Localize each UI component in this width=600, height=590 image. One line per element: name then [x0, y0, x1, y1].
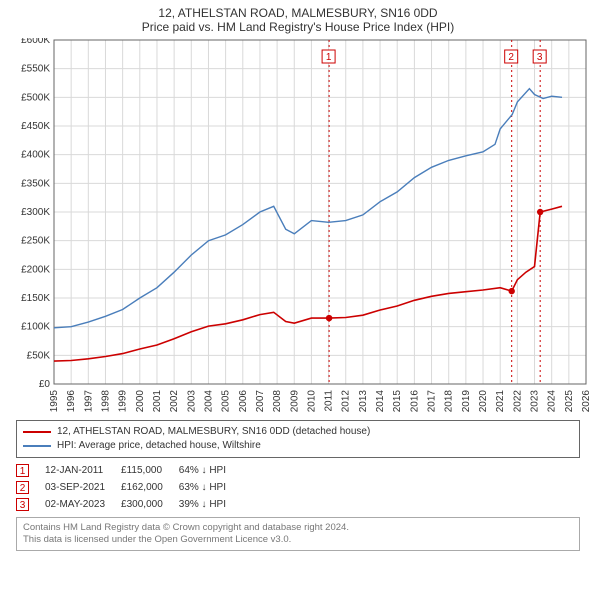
sales-delta-1: 64% ↓ HPI — [179, 462, 242, 479]
sales-marker-2: 2 — [16, 481, 29, 494]
svg-text:2024: 2024 — [547, 390, 558, 413]
footer-line-1: Contains HM Land Registry data © Crown c… — [23, 522, 573, 534]
svg-text:2013: 2013 — [358, 390, 369, 413]
svg-text:2018: 2018 — [444, 390, 455, 413]
svg-text:£250K: £250K — [21, 236, 50, 247]
sales-delta-2: 63% ↓ HPI — [179, 479, 242, 496]
svg-text:£350K: £350K — [21, 178, 50, 189]
svg-text:£200K: £200K — [21, 264, 50, 275]
sales-marker-1: 1 — [16, 464, 29, 477]
legend-label-property: 12, ATHELSTAN ROAD, MALMESBURY, SN16 0DD… — [57, 425, 370, 439]
svg-text:2026: 2026 — [581, 390, 592, 413]
svg-text:1: 1 — [326, 52, 332, 63]
svg-text:2012: 2012 — [341, 390, 352, 413]
sales-table: 1 12-JAN-2011 £115,000 64% ↓ HPI 2 03-SE… — [16, 462, 580, 513]
svg-text:£500K: £500K — [21, 92, 50, 103]
svg-text:2016: 2016 — [409, 390, 420, 413]
svg-text:1999: 1999 — [118, 390, 129, 413]
legend-row-property: 12, ATHELSTAN ROAD, MALMESBURY, SN16 0DD… — [23, 425, 573, 439]
svg-text:£550K: £550K — [21, 64, 50, 75]
svg-text:2019: 2019 — [461, 390, 472, 413]
svg-text:2025: 2025 — [564, 390, 575, 413]
svg-text:2011: 2011 — [324, 390, 335, 412]
chart-subtitle: Price paid vs. HM Land Registry's House … — [4, 20, 592, 34]
sales-date-3: 02-MAY-2023 — [45, 496, 121, 513]
svg-text:3: 3 — [537, 52, 543, 63]
svg-text:2001: 2001 — [152, 390, 163, 413]
sales-price-1: £115,000 — [121, 462, 179, 479]
svg-text:£100K: £100K — [21, 322, 50, 333]
svg-text:1995: 1995 — [49, 390, 60, 413]
chart-title-address: 12, ATHELSTAN ROAD, MALMESBURY, SN16 0DD — [4, 6, 592, 20]
svg-text:2009: 2009 — [289, 390, 300, 413]
sales-marker-3: 3 — [16, 498, 29, 511]
svg-text:£600K: £600K — [21, 38, 50, 46]
svg-text:2017: 2017 — [427, 390, 438, 413]
svg-text:1996: 1996 — [66, 390, 77, 413]
sales-date-2: 03-SEP-2021 — [45, 479, 121, 496]
svg-text:2023: 2023 — [530, 390, 541, 413]
sales-row-3: 3 02-MAY-2023 £300,000 39% ↓ HPI — [16, 496, 242, 513]
svg-text:£0: £0 — [39, 379, 51, 390]
svg-text:£150K: £150K — [21, 293, 50, 304]
svg-text:£400K: £400K — [21, 150, 50, 161]
svg-text:2007: 2007 — [255, 390, 266, 413]
sales-delta-3: 39% ↓ HPI — [179, 496, 242, 513]
svg-text:£50K: £50K — [27, 350, 51, 361]
sales-date-1: 12-JAN-2011 — [45, 462, 121, 479]
svg-text:£450K: £450K — [21, 121, 50, 132]
svg-text:2008: 2008 — [272, 390, 283, 413]
legend-swatch-hpi — [23, 445, 51, 447]
svg-text:2022: 2022 — [512, 390, 523, 413]
sales-price-3: £300,000 — [121, 496, 179, 513]
sales-row-2: 2 03-SEP-2021 £162,000 63% ↓ HPI — [16, 479, 242, 496]
svg-text:2005: 2005 — [221, 390, 232, 413]
legend-swatch-property — [23, 431, 51, 433]
legend-label-hpi: HPI: Average price, detached house, Wilt… — [57, 439, 261, 453]
svg-text:2014: 2014 — [375, 390, 386, 413]
footer-line-2: This data is licensed under the Open Gov… — [23, 534, 573, 546]
svg-text:2006: 2006 — [238, 390, 249, 413]
svg-text:2000: 2000 — [135, 390, 146, 413]
svg-text:2002: 2002 — [169, 390, 180, 413]
svg-text:1997: 1997 — [83, 390, 94, 413]
svg-text:2010: 2010 — [306, 390, 317, 413]
legend-row-hpi: HPI: Average price, detached house, Wilt… — [23, 439, 573, 453]
series-legend: 12, ATHELSTAN ROAD, MALMESBURY, SN16 0DD… — [16, 420, 580, 458]
plot-svg: £0 £50K £100K £150K £200K £250K £300K £350K £400… — [10, 38, 592, 414]
svg-text:2015: 2015 — [392, 390, 403, 413]
attribution-footer: Contains HM Land Registry data © Crown c… — [16, 517, 580, 551]
plot-area: £0 £50K £100K £150K £200K £250K £300K £350K £400… — [10, 38, 592, 414]
svg-text:2020: 2020 — [478, 390, 489, 413]
chart-container: 12, ATHELSTAN ROAD, MALMESBURY, SN16 0DD… — [0, 0, 600, 590]
svg-text:2004: 2004 — [203, 390, 214, 413]
svg-text:£300K: £300K — [21, 207, 50, 218]
svg-text:2003: 2003 — [186, 390, 197, 413]
sales-price-2: £162,000 — [121, 479, 179, 496]
svg-text:2: 2 — [508, 52, 514, 63]
svg-text:2021: 2021 — [495, 390, 506, 413]
sales-row-1: 1 12-JAN-2011 £115,000 64% ↓ HPI — [16, 462, 242, 479]
svg-text:1998: 1998 — [100, 390, 111, 413]
